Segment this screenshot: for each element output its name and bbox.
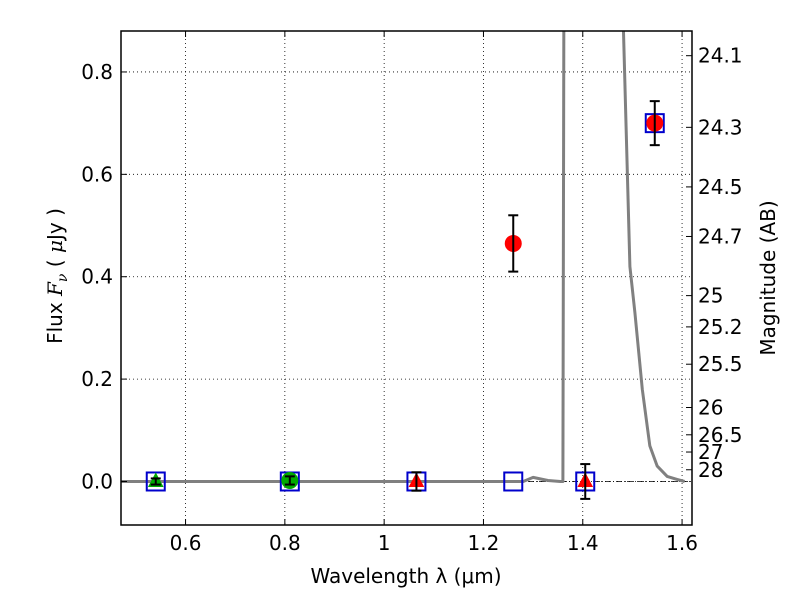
- y-axis-right-title: Magnitude (AB): [756, 200, 780, 355]
- grid: [121, 31, 692, 525]
- mag-tick-label: 28: [698, 458, 723, 482]
- mag-tick-label: 25.5: [698, 352, 743, 376]
- x-tick-label: 0.8: [269, 531, 301, 555]
- plot-frame: [120, 30, 693, 526]
- y-tick-label: 0.6: [81, 162, 113, 186]
- y-tick-label: 0.2: [81, 367, 113, 391]
- mag-tick-label: 25: [698, 284, 723, 308]
- mag-tick-label: 24.3: [698, 115, 743, 139]
- ylabel-part-nu: ν: [55, 273, 71, 282]
- mag-tick-label: 24.1: [698, 44, 743, 68]
- mag-tick-label: 26.5: [698, 423, 743, 447]
- x-axis-title: Wavelength λ (μm): [310, 564, 501, 588]
- mag-tick-label: 25.2: [698, 315, 743, 339]
- x-tick-label: 1: [378, 531, 391, 555]
- y-tick-label: 0.8: [81, 60, 113, 84]
- x-tick-label: 1.6: [666, 531, 698, 555]
- y-tick-label: 0.4: [81, 265, 113, 289]
- x-tick-label: 1.4: [567, 531, 599, 555]
- y-axis-left-title: Flux Fν ( μJy ): [43, 208, 71, 344]
- mag-tick-label: 27: [698, 440, 723, 464]
- ylabel-part-open: (: [43, 253, 67, 274]
- ylabel-part-flux: Flux: [43, 296, 67, 344]
- axes: 0.6 0.8 1 1.2 1.4 1.6 0.0 0.2 0.4 0.6 0.8 24.1 24.3 2…: [81, 31, 743, 555]
- model-sed-line: [121, 31, 686, 483]
- mag-tick-label: 24.7: [698, 224, 743, 248]
- model-photometry-square: [503, 471, 524, 492]
- ylabel-part-mu: μ: [43, 240, 67, 253]
- ylabel-part-f: F: [43, 281, 67, 297]
- y-tick-label: 0.0: [81, 469, 113, 493]
- x-tick-label: 0.6: [170, 531, 202, 555]
- mag-tick-label: 26: [698, 395, 723, 419]
- x-tick-label: 1.2: [468, 531, 500, 555]
- mag-tick-label: 24.5: [698, 175, 743, 199]
- ylabel-part-unit: Jy ): [43, 208, 67, 242]
- plot-area: [121, 31, 692, 500]
